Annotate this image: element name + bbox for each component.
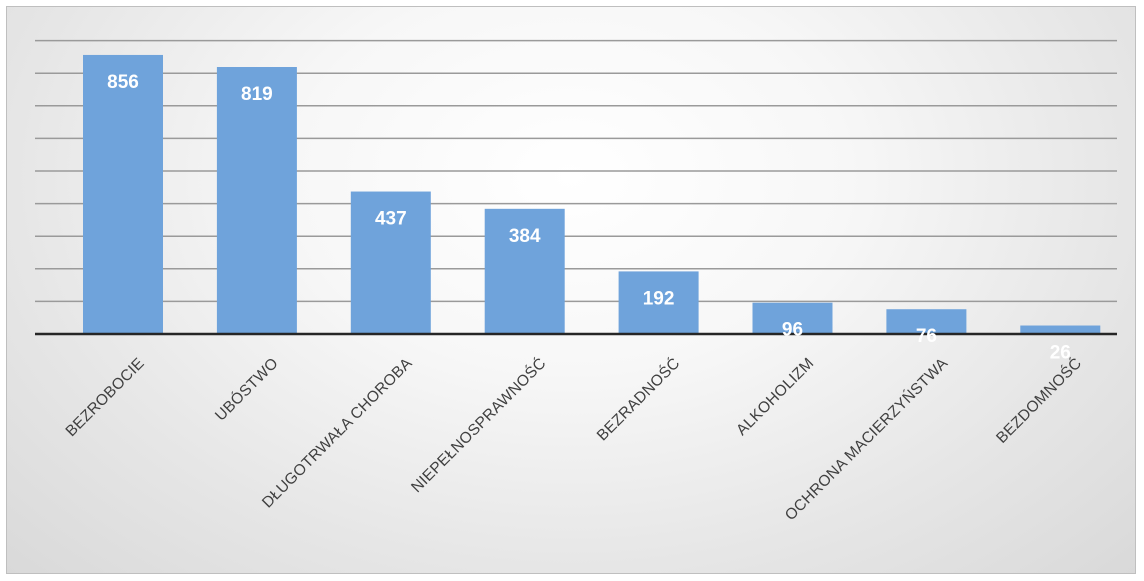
bar-value-label: 819 [241,84,273,105]
bar [216,67,297,335]
category-tick-label: UBÓSTWO [212,355,282,425]
bar-value-label: 856 [107,72,139,93]
bar-value-label: 384 [509,226,541,247]
category-tick-label: NIEPEŁNOSPRAWNOŚĆ [408,354,550,496]
data-labels: 856 819 437 384 192 96 76 26 [107,72,1071,364]
bar-value-label: 76 [916,326,937,347]
bar [1020,325,1101,334]
category-tick-label: ALKOHOLIZM [733,355,817,439]
bars [83,54,1101,335]
chart-area: 856 819 437 384 192 96 76 26 BEZROBOCIE UBÓSTWO D… [6,6,1136,574]
bar [886,309,967,334]
bar-value-label: 192 [643,288,675,309]
category-tick-label: OCHRONA MACIERZYŃSTWA [782,354,952,524]
bar-chart: 856 819 437 384 192 96 76 26 BEZROBOCIE UBÓSTWOD… [35,39,1117,524]
category-tick-label: BEZROBOCIE [63,355,148,440]
category-tick-label: DŁUGOTRWAŁA CHOROBA [259,354,416,511]
bar [484,208,565,334]
bar [350,191,431,334]
category-tick-label: BEZRADNOŚĆ [593,354,683,444]
bar [752,302,833,334]
category-tick-label: BEZDOMNOŚĆ [992,354,1085,447]
bar [83,54,163,334]
gridlines [35,39,1117,303]
bar-value-label: 96 [782,320,803,341]
bar-value-label: 437 [375,209,407,230]
bar [618,271,699,334]
bar-value-label: 26 [1050,343,1071,364]
